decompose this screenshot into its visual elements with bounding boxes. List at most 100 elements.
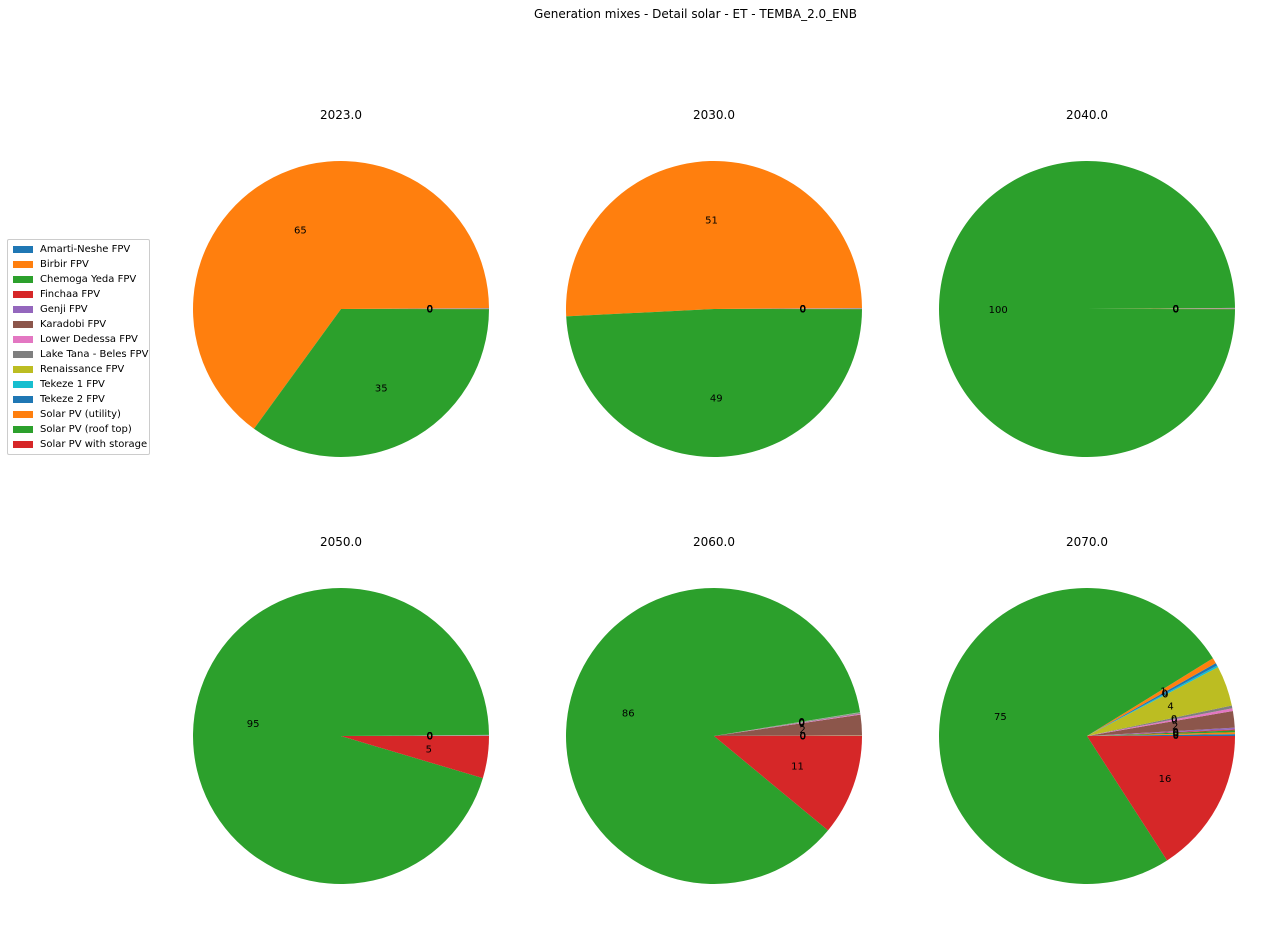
legend-label: Genji FPV (40, 304, 88, 315)
pie-slice (1087, 711, 1235, 736)
pie-value-label: 0 (800, 304, 806, 315)
legend-swatch (13, 426, 33, 433)
pie-slice (714, 712, 861, 736)
pie-slice (714, 735, 862, 736)
pie-value-label: 0 (1173, 728, 1179, 739)
legend-swatch (13, 276, 33, 283)
legend-label: Renaissance FPV (40, 364, 125, 375)
legend-item: Lake Tana - Beles FPV (8, 347, 149, 362)
pie-slice (341, 734, 489, 736)
pie-slice (714, 713, 861, 736)
pie-value-label: 0 (427, 731, 433, 742)
pie-slice (1087, 730, 1235, 736)
pie-slice (341, 736, 489, 779)
pie-slice (566, 309, 862, 458)
pie-value-label: 0 (1173, 304, 1179, 315)
pie-value-label: 0 (427, 731, 433, 742)
pie-slice (341, 307, 489, 309)
pie-slice (1087, 308, 1235, 309)
pie-slice (341, 735, 489, 736)
pie-slice (714, 308, 862, 309)
pie-value-label: 0 (800, 731, 806, 742)
pie-slice (714, 308, 862, 309)
pie-value-label: 0 (800, 304, 806, 315)
pie-slice (341, 735, 489, 736)
pie-value-label: 35 (375, 384, 388, 395)
pie-slice (714, 712, 861, 736)
pie-value-label: 0 (800, 731, 806, 742)
pie-value-label: 0 (427, 304, 433, 315)
pie-value-label: 0 (800, 304, 806, 315)
legend-item: Karadobi FPV (8, 317, 149, 332)
pie-slice (341, 308, 489, 309)
pie-value-label: 0 (427, 731, 433, 742)
pie-value-label: 0 (1173, 304, 1179, 315)
pie-value-label: 0 (1173, 727, 1179, 738)
pie-slice (714, 308, 862, 309)
pie-value-label: 0 (427, 731, 433, 742)
pie-value-label: 0 (1173, 304, 1179, 315)
pie-slice (341, 308, 489, 309)
pie-value-label: 0 (1162, 690, 1168, 701)
pie-value-label: 95 (247, 719, 260, 730)
pie-value-label: 0 (427, 304, 433, 315)
pie-value-label: 0 (1173, 731, 1179, 742)
pie-value-label: 0 (800, 731, 806, 742)
pie-slice (714, 735, 862, 736)
pie-slice (1087, 727, 1235, 736)
legend-item: Amarti-Neshe FPV (8, 242, 149, 257)
pie-value-label: 0 (800, 731, 806, 742)
pie-value-label: 0 (1173, 304, 1179, 315)
pie-value-label: 0 (799, 718, 805, 729)
pie-value-label: 0 (1171, 714, 1177, 725)
legend-swatch (13, 321, 33, 328)
pie-value-label: 16 (1159, 774, 1172, 785)
pie-slice (1087, 308, 1235, 309)
legend-swatch (13, 246, 33, 253)
pie-value-label: 100 (989, 305, 1008, 316)
pie-slice (341, 735, 489, 736)
pie-value-label: 0 (1173, 304, 1179, 315)
legend-swatch (13, 351, 33, 358)
pie-slice (1087, 308, 1235, 309)
legend-item: Genji FPV (8, 302, 149, 317)
pie-title: 2030.0 (693, 108, 735, 122)
pie-slice (341, 308, 489, 309)
pie-value-label: 0 (798, 717, 804, 728)
pie-slice (192, 161, 489, 429)
pie-value-label: 0 (800, 304, 806, 315)
legend-label: Tekeze 2 FPV (40, 394, 105, 405)
pie-slice (714, 308, 862, 309)
pie-title: 2070.0 (1066, 535, 1108, 549)
pie-value-label: 5 (426, 744, 432, 755)
pie-slice (939, 161, 1235, 458)
pie-value-label: 0 (800, 305, 806, 316)
pie-value-label: 0 (1173, 304, 1179, 315)
legend-label: Solar PV (utility) (40, 409, 121, 420)
legend-item: Lower Dedessa FPV (8, 332, 149, 347)
legend-item: Solar PV (utility) (8, 407, 149, 422)
legend-item: Solar PV with storage (8, 437, 149, 452)
pie-value-label: 0 (427, 304, 433, 315)
pie-title: 2023.0 (320, 108, 362, 122)
pie-value-label: 1 (1160, 686, 1166, 697)
pie-value-label: 0 (427, 305, 433, 316)
pie-value-label: 0 (800, 304, 806, 315)
pie-slice (1087, 308, 1235, 309)
pie-value-label: 0 (427, 304, 433, 315)
pie-value-label: 0 (427, 731, 433, 742)
pie-value-label: 0 (800, 304, 806, 315)
pie-value-label: 0 (800, 304, 806, 315)
pie-slice (938, 588, 1213, 884)
pie-value-label: 0 (800, 731, 806, 742)
pie-value-label: 11 (791, 762, 804, 773)
pie-slice (341, 735, 489, 736)
pie-slice (1087, 308, 1235, 309)
pie-slice (192, 588, 489, 884)
pie-value-label: 51 (705, 216, 718, 227)
legend-label: Karadobi FPV (40, 319, 107, 330)
legend-item: Chemoga Yeda FPV (8, 272, 149, 287)
